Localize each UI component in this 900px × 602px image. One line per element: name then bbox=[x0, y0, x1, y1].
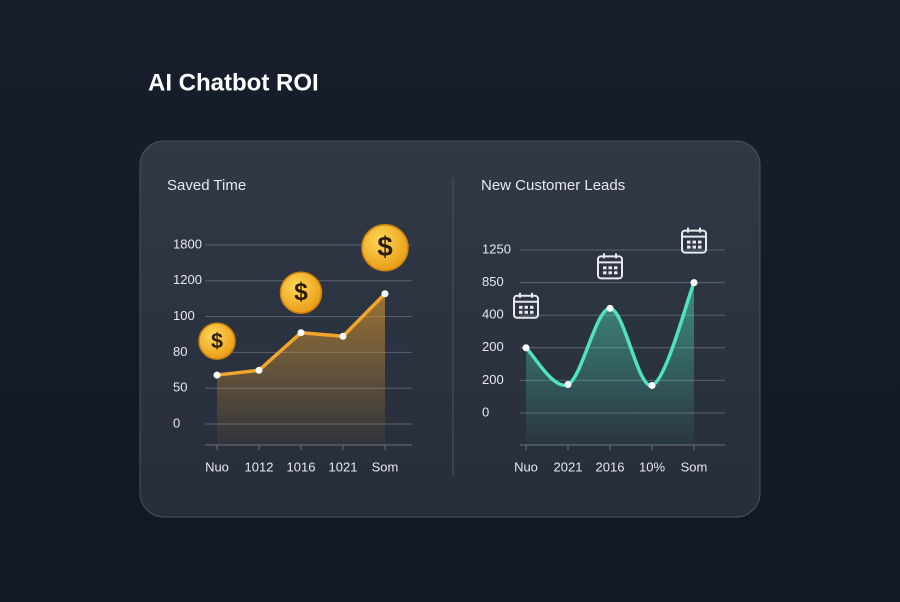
calendar-day bbox=[519, 305, 523, 309]
point bbox=[564, 380, 572, 388]
y-tick-label: 1800 bbox=[173, 236, 202, 251]
area bbox=[526, 282, 694, 445]
coin-label: $ bbox=[377, 231, 392, 262]
coin bbox=[198, 322, 236, 360]
x-tick-label: Som bbox=[372, 459, 399, 474]
calendar-day bbox=[687, 245, 691, 249]
calendar-day bbox=[692, 245, 696, 249]
y-tick-label: 80 bbox=[173, 344, 187, 359]
calendar-day bbox=[530, 305, 534, 309]
calendar-day bbox=[603, 271, 607, 275]
calendar-icon bbox=[681, 227, 707, 254]
point bbox=[297, 329, 305, 337]
y-tick-label: 200 bbox=[482, 339, 504, 354]
y-tick-label: 200 bbox=[482, 372, 504, 387]
coin-label: $ bbox=[211, 328, 223, 353]
calendar-day bbox=[698, 245, 702, 249]
calendar-day bbox=[608, 266, 612, 270]
calendar-body bbox=[513, 294, 539, 319]
x-tick-label: Som bbox=[681, 459, 708, 474]
calendar-icon bbox=[513, 292, 539, 319]
coin bbox=[279, 271, 323, 314]
y-tick-label: 850 bbox=[482, 274, 504, 289]
x-tick-label: Nuo bbox=[514, 459, 538, 474]
x-tick-label: 2021 bbox=[554, 459, 583, 474]
calendar-day bbox=[530, 310, 534, 314]
calendar-day bbox=[603, 266, 607, 270]
coin-label: $ bbox=[294, 279, 308, 306]
calendar-day bbox=[524, 310, 528, 314]
x-tick-label: 1016 bbox=[287, 459, 316, 474]
point bbox=[213, 371, 221, 379]
x-tick-label: 10% bbox=[639, 459, 665, 474]
y-tick-label: 1250 bbox=[482, 241, 511, 256]
calendar-day bbox=[687, 240, 691, 244]
y-tick-label: 0 bbox=[173, 415, 180, 430]
x-tick-label: 1021 bbox=[329, 459, 358, 474]
calendar-day bbox=[614, 266, 618, 270]
x-tick-label: Nuo bbox=[205, 459, 229, 474]
point bbox=[522, 344, 530, 352]
y-tick-label: 0 bbox=[482, 404, 489, 419]
calendar-day bbox=[524, 305, 528, 309]
calendar-day bbox=[698, 240, 702, 244]
x-tick-label: 2016 bbox=[596, 459, 625, 474]
y-tick-label: 1200 bbox=[173, 272, 202, 287]
page-title: AI Chatbot ROI bbox=[148, 69, 319, 96]
chart-title: New Customer Leads bbox=[481, 177, 625, 194]
card bbox=[139, 140, 761, 518]
point bbox=[255, 366, 263, 374]
calendar-day bbox=[692, 240, 696, 244]
point bbox=[339, 332, 347, 340]
calendar-day bbox=[614, 271, 618, 275]
point bbox=[606, 304, 614, 312]
point bbox=[648, 381, 656, 389]
area bbox=[217, 293, 385, 445]
calendar-day bbox=[519, 310, 523, 314]
calendar-icon bbox=[597, 253, 623, 280]
y-tick-label: 400 bbox=[482, 307, 504, 322]
y-tick-label: 100 bbox=[173, 308, 195, 323]
chart-title: Saved Time bbox=[167, 177, 246, 194]
point bbox=[381, 290, 389, 298]
x-tick-label: 1012 bbox=[245, 459, 274, 474]
calendar-day bbox=[608, 271, 612, 275]
calendar-body bbox=[681, 229, 707, 254]
calendar-body bbox=[597, 255, 623, 280]
y-tick-label: 50 bbox=[173, 380, 187, 395]
point bbox=[690, 279, 698, 287]
coin bbox=[361, 223, 409, 272]
